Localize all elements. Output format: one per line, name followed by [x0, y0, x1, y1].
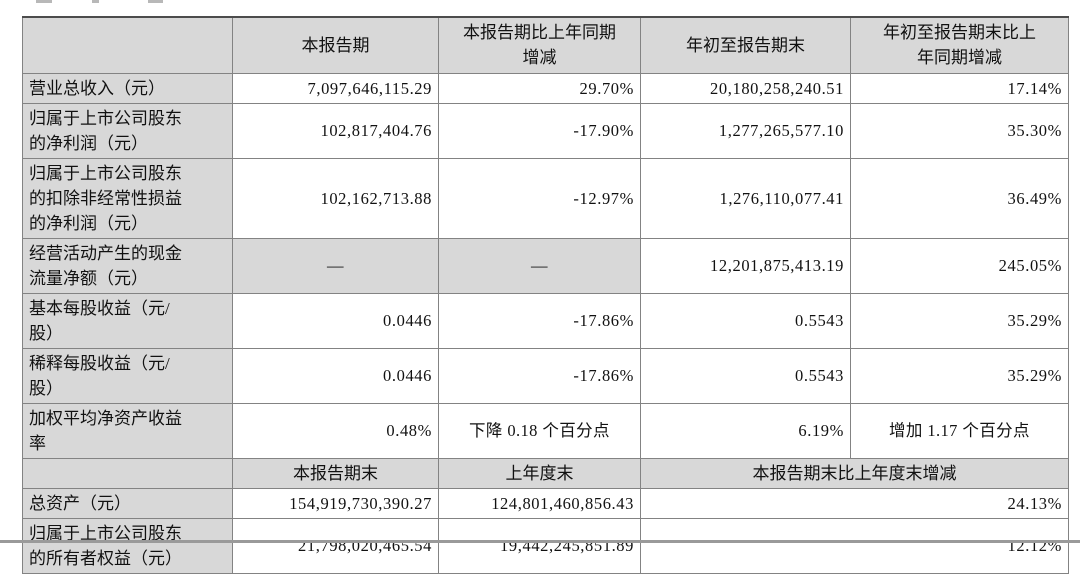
table-row: 稀释每股收益（元/ 股） 0.0446 -17.86% 0.5543 35.29…: [22, 347, 1069, 404]
header-cell-current-period: 本报告期: [232, 16, 439, 74]
header-cell-change-vs-prior-year-end: 本报告期末比上年度末增减: [640, 457, 1069, 489]
table-row: 营业总收入（元） 7,097,646,115.29 29.70% 20,180,…: [22, 72, 1069, 104]
table-row: 归属于上市公司股东 的净利润（元） 102,817,404.76 -17.90%…: [22, 102, 1069, 159]
table-cell: 102,817,404.76: [232, 102, 439, 159]
header-cell-period-end: 本报告期末: [232, 457, 439, 489]
table-cell: 21,798,020,465.54: [232, 517, 439, 574]
row-label: 加权平均净资产收益 率: [22, 402, 233, 459]
table-cell: 0.0446: [232, 347, 439, 404]
table-cell: 0.5543: [640, 347, 851, 404]
table-row: 基本每股收益（元/ 股） 0.0446 -17.86% 0.5543 35.29…: [22, 292, 1069, 349]
table-subheader-row: 本报告期末 上年度末 本报告期末比上年度末增减: [22, 457, 1069, 489]
row-label: 营业总收入（元）: [22, 72, 233, 104]
table-cell: -17.86%: [438, 347, 641, 404]
table-cell: 124,801,460,856.43: [438, 487, 641, 519]
table-cell: 20,180,258,240.51: [640, 72, 851, 104]
table-cell: 24.13%: [640, 487, 1069, 519]
row-label: 归属于上市公司股东 的所有者权益（元）: [22, 517, 233, 574]
table-cell: 1,277,265,577.10: [640, 102, 851, 159]
table-cell-dash: —: [438, 237, 641, 294]
table-cell: 0.5543: [640, 292, 851, 349]
table-cell-dash: —: [232, 237, 439, 294]
table-row: 归属于上市公司股东 的所有者权益（元） 21,798,020,465.54 19…: [22, 517, 1069, 574]
text-fragment-mark: [36, 0, 52, 3]
table-cell: 29.70%: [438, 72, 641, 104]
header-cell-yoy-change: 本报告期比上年同期 增减: [438, 16, 641, 74]
table-cell: 增加 1.17 个百分点: [850, 402, 1069, 459]
table-row: 经营活动产生的现金 流量净额（元） — — 12,201,875,413.19 …: [22, 237, 1069, 294]
table-cell: 102,162,713.88: [232, 157, 439, 239]
header-cell-ytd-yoy-change: 年初至报告期末比上 年同期增减: [850, 16, 1069, 74]
table-header-row: 本报告期 本报告期比上年同期 增减 年初至报告期末 年初至报告期末比上 年同期增…: [22, 16, 1069, 74]
row-label: 归属于上市公司股东 的扣除非经常性损益 的净利润（元）: [22, 157, 233, 239]
row-label: 总资产（元）: [22, 487, 233, 519]
clipped-text-fragment: [0, 0, 300, 6]
corner-cell: [22, 457, 233, 489]
table-cell: 245.05%: [850, 237, 1069, 294]
table-cell: 下降 0.18 个百分点: [438, 402, 641, 459]
table-cell: 7,097,646,115.29: [232, 72, 439, 104]
table-cell: 1,276,110,077.41: [640, 157, 851, 239]
table-cell: 6.19%: [640, 402, 851, 459]
table-cell: -17.90%: [438, 102, 641, 159]
corner-cell: [22, 16, 233, 74]
header-cell-ytd: 年初至报告期末: [640, 16, 851, 74]
table-cell: 35.30%: [850, 102, 1069, 159]
table-cell: 35.29%: [850, 347, 1069, 404]
row-label: 稀释每股收益（元/ 股）: [22, 347, 233, 404]
page-bottom-rule: [0, 540, 1080, 543]
row-label: 经营活动产生的现金 流量净额（元）: [22, 237, 233, 294]
text-fragment-mark: [92, 0, 99, 3]
table-cell: 154,919,730,390.27: [232, 487, 439, 519]
financial-summary-table: 本报告期 本报告期比上年同期 增减 年初至报告期末 年初至报告期末比上 年同期增…: [22, 16, 1069, 574]
table-row: 总资产（元） 154,919,730,390.27 124,801,460,85…: [22, 487, 1069, 519]
table-cell: 17.14%: [850, 72, 1069, 104]
row-label: 基本每股收益（元/ 股）: [22, 292, 233, 349]
table-cell: 36.49%: [850, 157, 1069, 239]
table-row: 归属于上市公司股东 的扣除非经常性损益 的净利润（元） 102,162,713.…: [22, 157, 1069, 239]
table-cell: 12.12%: [640, 517, 1069, 574]
table-cell: 0.0446: [232, 292, 439, 349]
table-cell: 19,442,245,851.89: [438, 517, 641, 574]
table-cell: -17.86%: [438, 292, 641, 349]
table-cell: 12,201,875,413.19: [640, 237, 851, 294]
table-cell: 35.29%: [850, 292, 1069, 349]
header-cell-prior-year-end: 上年度末: [438, 457, 641, 489]
text-fragment-mark: [148, 0, 163, 3]
table-row: 加权平均净资产收益 率 0.48% 下降 0.18 个百分点 6.19% 增加 …: [22, 402, 1069, 459]
row-label: 归属于上市公司股东 的净利润（元）: [22, 102, 233, 159]
table-cell: 0.48%: [232, 402, 439, 459]
table-cell: -12.97%: [438, 157, 641, 239]
